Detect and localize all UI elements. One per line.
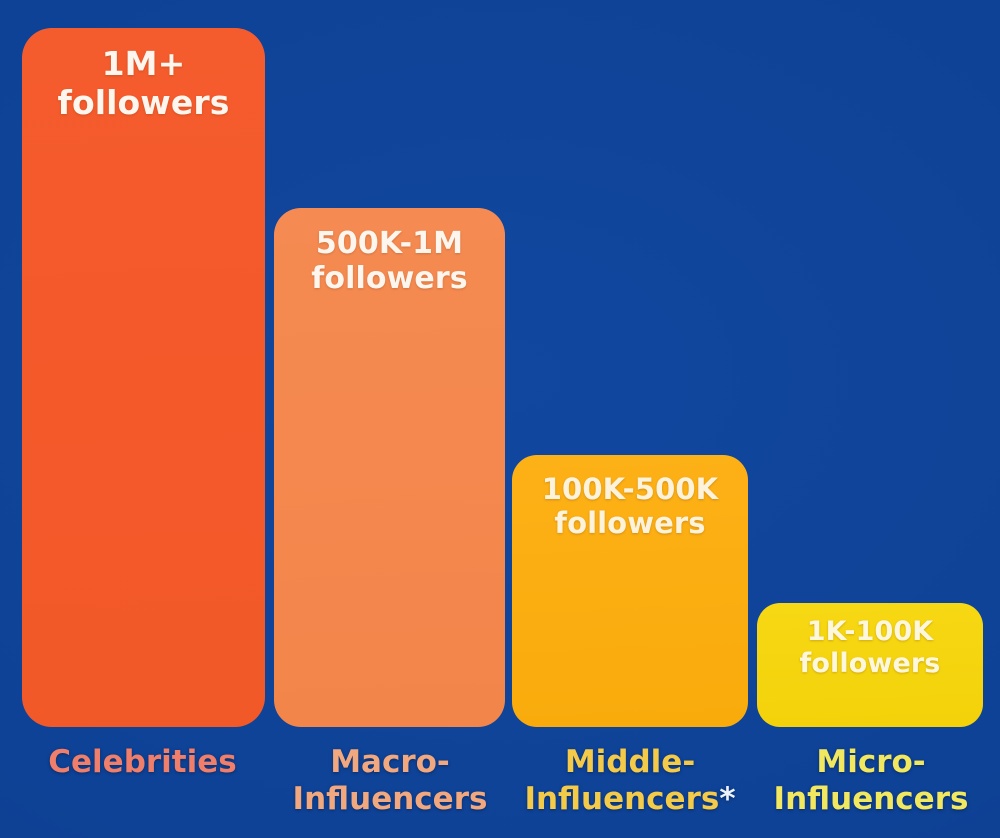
- bar-micro-influencers: 1K-100K followers: [757, 603, 983, 727]
- category-label-celebrities: Celebrities: [10, 744, 275, 781]
- category-label-line1: Celebrities: [48, 744, 237, 780]
- bar-value-label-line1: 1K-100K: [806, 616, 934, 647]
- bar-value-label-macro-influencers: 500K-1M followers: [274, 226, 505, 297]
- category-label-line2: Influencers*: [508, 781, 752, 818]
- bar-value-label-celebrities: 1M+ followers: [22, 44, 265, 123]
- bar-value-label-micro-influencers: 1K-100K followers: [757, 616, 983, 680]
- footnote-asterisk: *: [719, 780, 736, 817]
- category-label-line1: Middle-: [564, 744, 696, 780]
- bar-value-label-line2: followers: [554, 506, 706, 541]
- bar-value-label-line1: 100K-500K: [541, 472, 719, 506]
- category-label-micro-influencers: Micro- Influencers: [752, 744, 990, 817]
- bar-value-label-line2: followers: [311, 261, 468, 297]
- bar-value-label-middle-influencers: 100K-500K followers: [512, 472, 748, 540]
- category-label-line1: Macro-: [330, 744, 450, 780]
- bar-middle-influencers: 100K-500K followers: [512, 455, 748, 727]
- category-label-line2: Influencers: [773, 780, 969, 817]
- bar-macro-influencers: 500K-1M followers: [274, 208, 505, 727]
- bar-celebrities: 1M+ followers: [22, 28, 265, 727]
- bar-value-label-line1: 500K-1M: [315, 226, 464, 261]
- category-label-middle-influencers: Middle- Influencers*: [508, 744, 752, 817]
- bar-value-label-line1: 1M+: [101, 44, 186, 83]
- category-label-macro-influencers: Macro- Influencers: [272, 744, 508, 817]
- category-label-line1: Micro-: [816, 744, 926, 780]
- category-label-line2-text: Influencers: [524, 780, 720, 817]
- bar-value-label-line2: followers: [57, 82, 230, 122]
- category-label-line2: Influencers: [292, 780, 488, 817]
- bar-value-label-line2: followers: [799, 647, 941, 679]
